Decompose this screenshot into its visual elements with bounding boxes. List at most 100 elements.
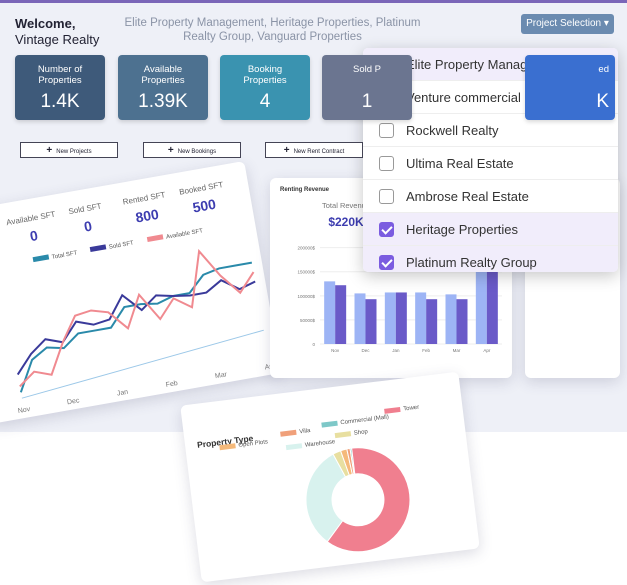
checkbox[interactable]: [379, 221, 394, 237]
legend-swatch: [384, 406, 401, 414]
x-tick-label: Mar: [453, 348, 461, 353]
x-tick-label: Dec: [67, 397, 81, 406]
stat-value: 500: [191, 196, 217, 216]
kpi-label: Available Properties: [141, 64, 185, 86]
x-tick-label: Jan: [116, 389, 128, 398]
stat-label: Booked SFT: [179, 180, 224, 197]
legend-label: Warehouse: [305, 439, 337, 449]
total-value: $220K: [328, 215, 364, 229]
legend-label: Shop: [354, 429, 369, 437]
y-tick-label: 100000$: [297, 294, 315, 299]
kpi-card: Sold P 1: [322, 55, 412, 120]
legend-swatch: [32, 254, 50, 263]
kpi-card: Number of Properties 1.4K: [15, 55, 105, 120]
project-dropdown: Elite Property Management Venture commerc…: [363, 48, 618, 272]
dropdown-item[interactable]: Heritage Properties: [363, 213, 618, 246]
x-tick-label: Mar: [214, 371, 228, 380]
series-line: [16, 279, 256, 376]
legend-swatch: [219, 443, 236, 451]
x-tick-label: Nov: [17, 406, 31, 415]
x-tick-label: Nov: [331, 348, 340, 353]
x-tick-label: Apr: [483, 348, 491, 353]
legend-label: Available SFT: [166, 228, 204, 240]
axis-line: [21, 329, 264, 399]
welcome: Welcome, Vintage Realty: [15, 16, 99, 48]
kpi-value: 1: [361, 91, 373, 112]
item-label: Platinum Realty Group: [406, 254, 537, 270]
bar: [335, 285, 347, 344]
bar: [486, 238, 498, 344]
chart-subtitle: Total Revenue: [322, 201, 370, 210]
legend-swatch: [285, 443, 303, 451]
action-button[interactable]: + New Rent Contract: [265, 142, 363, 158]
series-line: [19, 261, 253, 393]
kpi-label: ed: [598, 64, 609, 75]
dropdown-item[interactable]: Ultima Real Estate: [363, 147, 618, 180]
legend-swatch: [146, 234, 164, 242]
x-tick-label: Feb: [165, 380, 178, 389]
stat-label: Rented SFT: [122, 190, 166, 206]
stat-value: 0: [29, 227, 40, 244]
item-label: Elite Property Management: [406, 56, 564, 72]
bar: [415, 292, 427, 344]
item-label: Venture commercial: [406, 89, 521, 105]
greeting: Welcome,: [15, 16, 76, 31]
legend-swatch: [89, 244, 107, 253]
legend-swatch: [334, 431, 352, 439]
legend-label: Villa: [299, 428, 312, 435]
plus-icon: +: [167, 145, 174, 156]
plus-icon: +: [283, 145, 290, 156]
stat-label: Available SFT: [6, 210, 57, 228]
y-tick-label: 150000$: [297, 270, 315, 275]
chart-title: Renting Revenue: [280, 187, 330, 193]
checkbox[interactable]: [379, 188, 394, 204]
legend-swatch: [321, 420, 338, 428]
project-selection-button[interactable]: Project Selection ▾: [521, 14, 614, 34]
plus-icon: +: [46, 145, 53, 156]
checkbox[interactable]: [379, 155, 394, 171]
stat-value: 800: [134, 206, 160, 226]
bar: [456, 299, 468, 344]
checkbox[interactable]: [379, 254, 394, 270]
bar: [365, 299, 377, 344]
kpi-value: 1.39K: [138, 91, 188, 112]
item-label: Heritage Properties: [406, 221, 518, 237]
bar: [445, 294, 457, 344]
action-button[interactable]: + New Projects: [20, 142, 118, 158]
x-tick-label: Dec: [361, 348, 370, 353]
y-tick-label: 0: [312, 342, 315, 347]
series-line: [19, 248, 255, 388]
stat-label: Sold SFT: [68, 202, 103, 217]
item-label: Ambrose Real Estate: [406, 188, 529, 204]
dropdown-item[interactable]: Rockwell Realty: [363, 114, 618, 147]
pie-slice: [332, 450, 350, 478]
bar: [475, 242, 487, 344]
kpi-card: Available Properties 1.39K: [118, 55, 208, 120]
property-type-card: Property Type Open Plots Villa Commercial (…: [180, 371, 480, 583]
legend-label: Total SFT: [51, 250, 78, 260]
kpi-value: 4: [259, 91, 271, 112]
item-label: Rockwell Realty: [406, 122, 499, 138]
legend-label: Commercial (Mall): [340, 414, 389, 426]
x-tick-label: Feb: [422, 348, 430, 353]
item-label: Ultima Real Estate: [406, 155, 514, 171]
checkbox[interactable]: [379, 122, 394, 138]
kpi-label: Sold P: [353, 64, 381, 75]
kpi-value: 1.4K: [40, 91, 80, 112]
bar: [384, 292, 396, 344]
legend-label: Open Plots: [238, 439, 268, 449]
bar: [324, 281, 336, 344]
action-button[interactable]: + New Bookings: [143, 142, 241, 158]
kpi-label: Number of Properties: [37, 64, 83, 86]
button-label: Project Selection: [526, 18, 602, 29]
dropdown-item[interactable]: Platinum Realty Group: [363, 246, 618, 272]
legend-swatch: [280, 429, 297, 437]
dropdown-item[interactable]: Ambrose Real Estate: [363, 180, 618, 213]
kpi-card: ed K: [525, 55, 615, 120]
y-tick-label: 50000$: [300, 318, 316, 323]
kpi-label: Booking Properties: [243, 64, 287, 86]
selected-projects: Elite Property Management, Heritage Prop…: [124, 17, 421, 43]
bar: [426, 299, 438, 344]
